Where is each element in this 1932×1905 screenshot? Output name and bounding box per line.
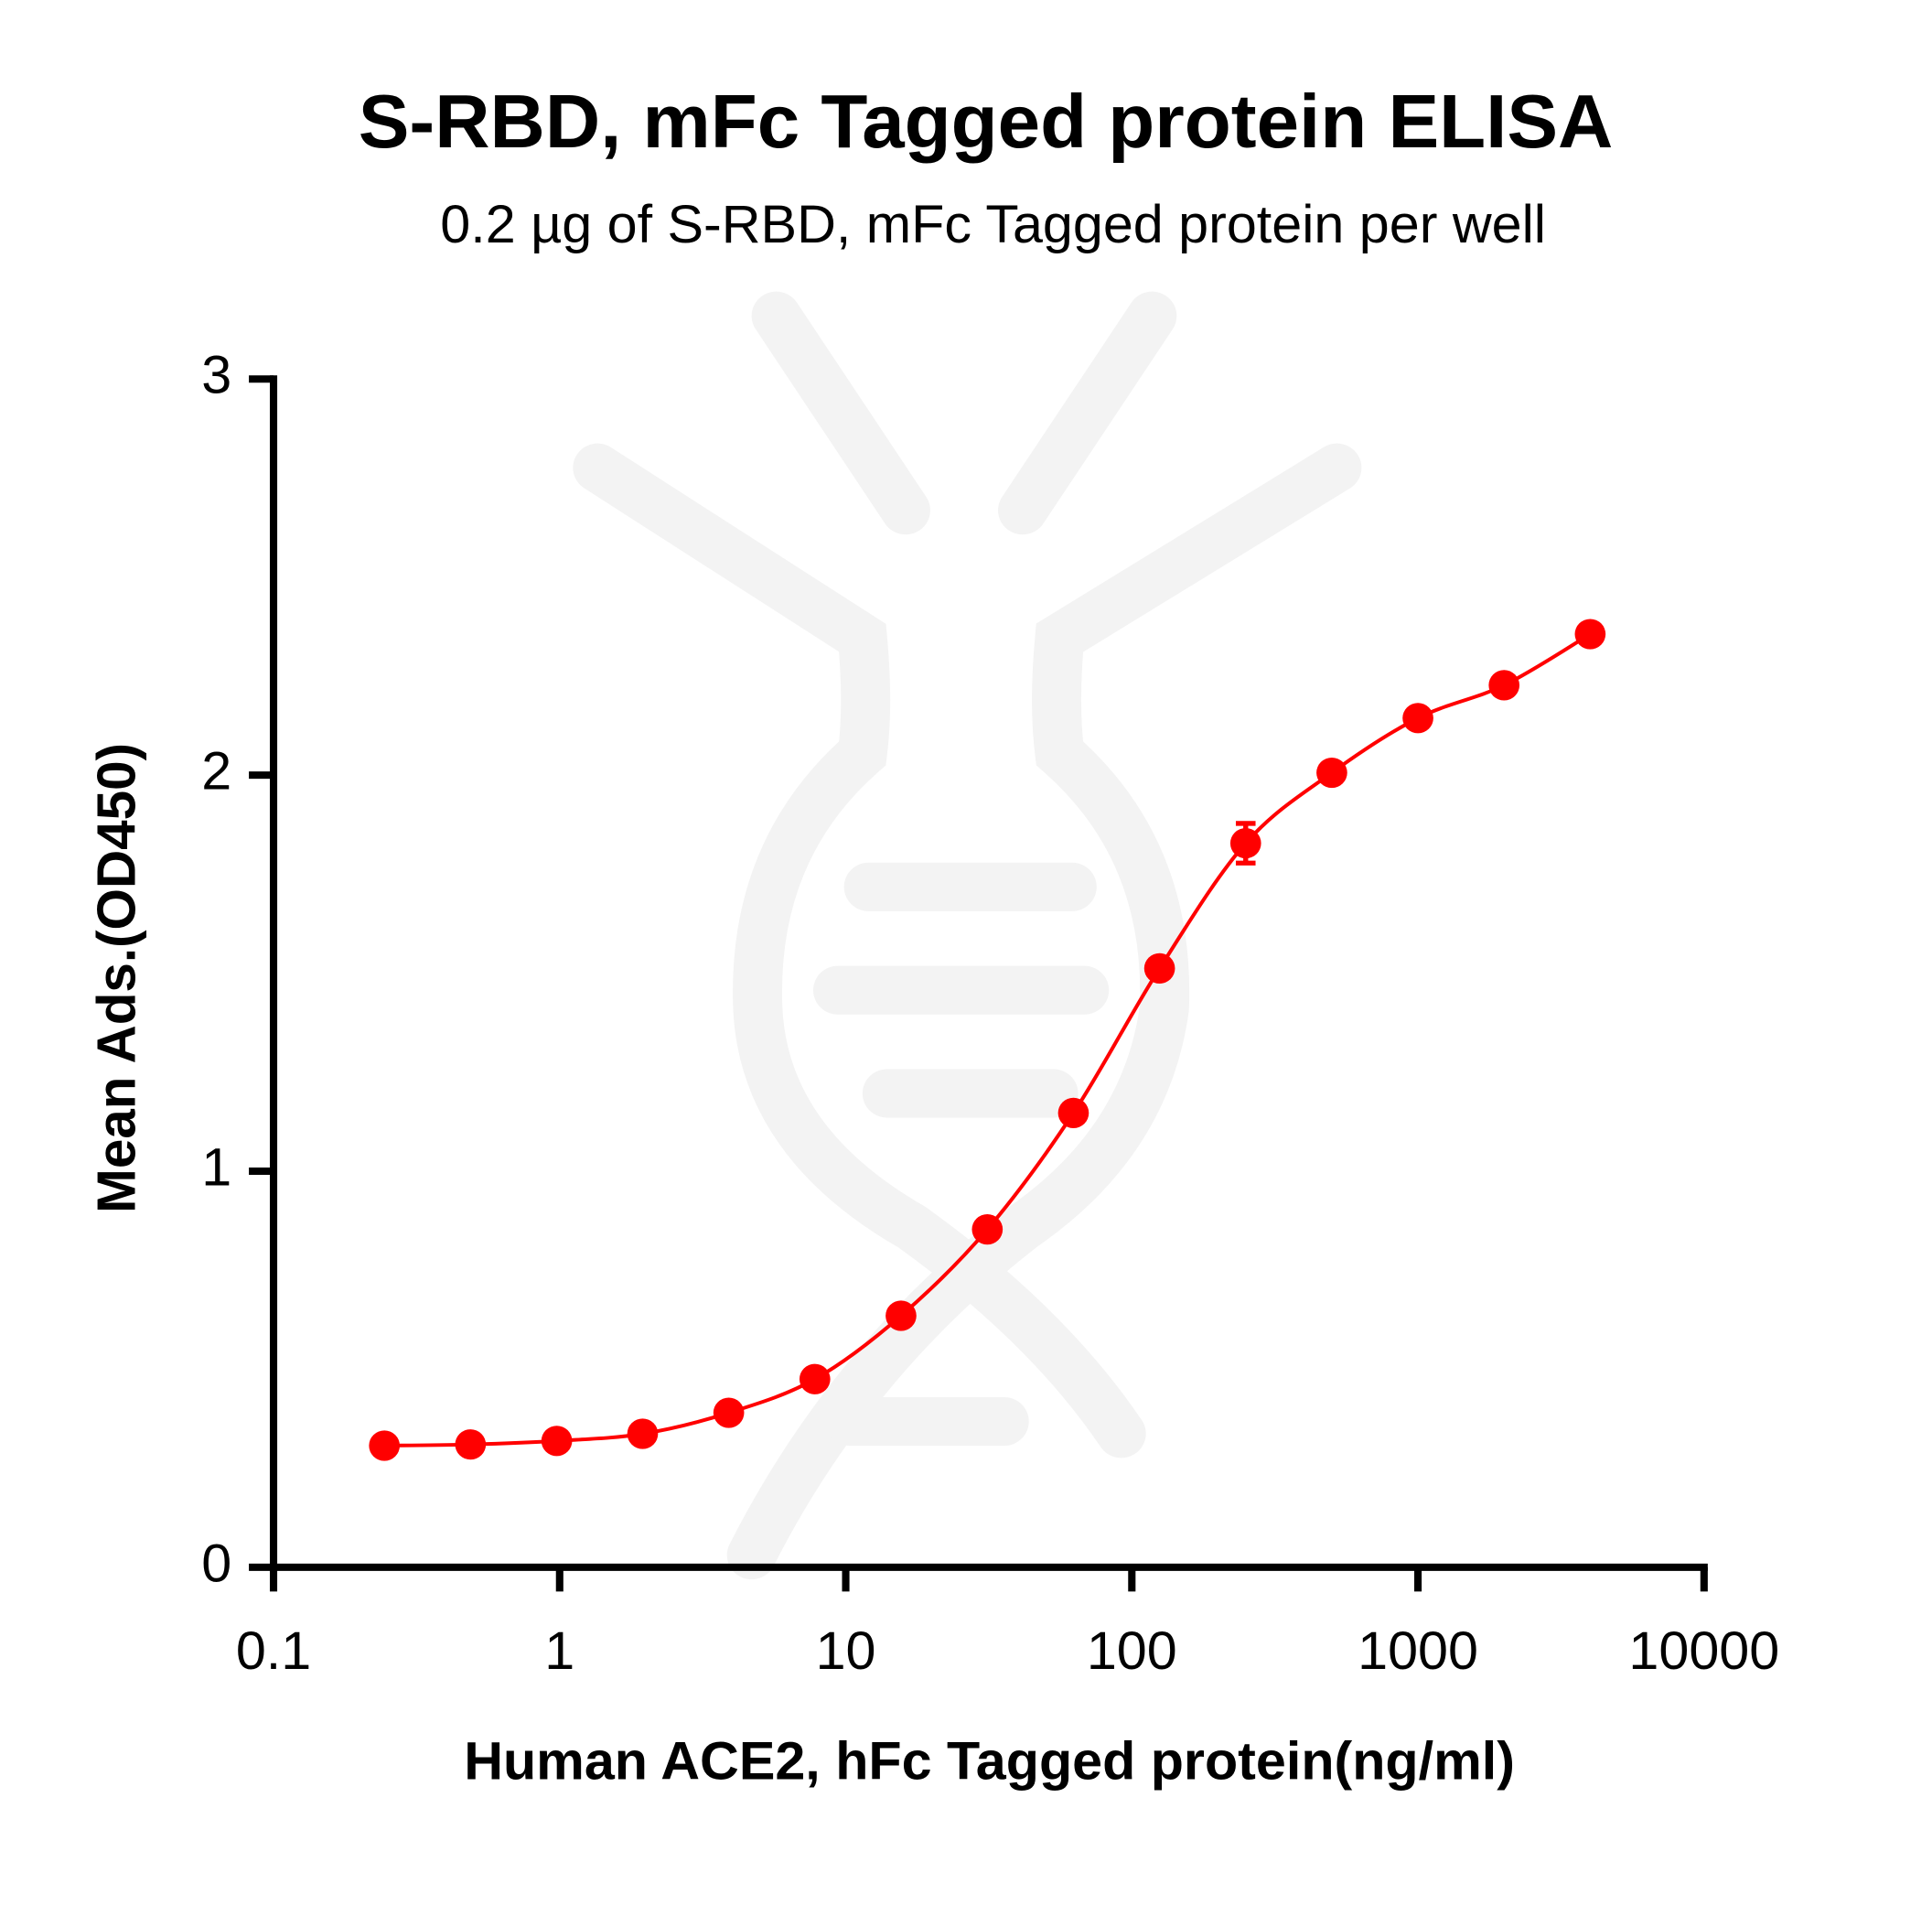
x-tick-label: 10000 (1628, 1621, 1779, 1681)
fit-curve (384, 632, 1592, 1448)
data-point (886, 1300, 917, 1331)
data-point (541, 1426, 573, 1457)
x-tick-label: 1000 (1358, 1621, 1478, 1681)
data-point (1574, 619, 1606, 650)
data-point (1057, 1097, 1089, 1128)
data-point (971, 1214, 1004, 1245)
data-point (799, 1363, 831, 1394)
data-point (1316, 757, 1347, 789)
data-point (455, 1429, 487, 1460)
y-tick-label: 3 (201, 346, 231, 405)
data-point (369, 1430, 401, 1461)
chart-subtitle: 0.2 µg of S-RBD, mFc Tagged protein per … (440, 195, 1546, 254)
x-tick-label: 10 (816, 1621, 876, 1681)
data-point (627, 1418, 659, 1449)
data-point (1402, 703, 1433, 734)
data-point (713, 1397, 745, 1428)
x-tick-label: 0.1 (236, 1621, 311, 1681)
data-point (1488, 670, 1520, 701)
x-tick-label: 1 (544, 1621, 574, 1681)
y-axis-label: Mean Ads.(OD450) (87, 743, 146, 1213)
watermark (573, 291, 1362, 1580)
data-point (1143, 952, 1175, 984)
data-point (1229, 827, 1261, 859)
y-tick-label: 0 (201, 1534, 231, 1594)
y-tick-label: 2 (201, 742, 231, 802)
x-axis-label: Human ACE2, hFc Tagged protein(ng/ml) (464, 1732, 1515, 1792)
chart-title: S-RBD, mFc Tagged protein ELISA (359, 80, 1614, 164)
x-tick-label: 100 (1087, 1621, 1177, 1681)
y-tick-label: 1 (201, 1138, 231, 1198)
